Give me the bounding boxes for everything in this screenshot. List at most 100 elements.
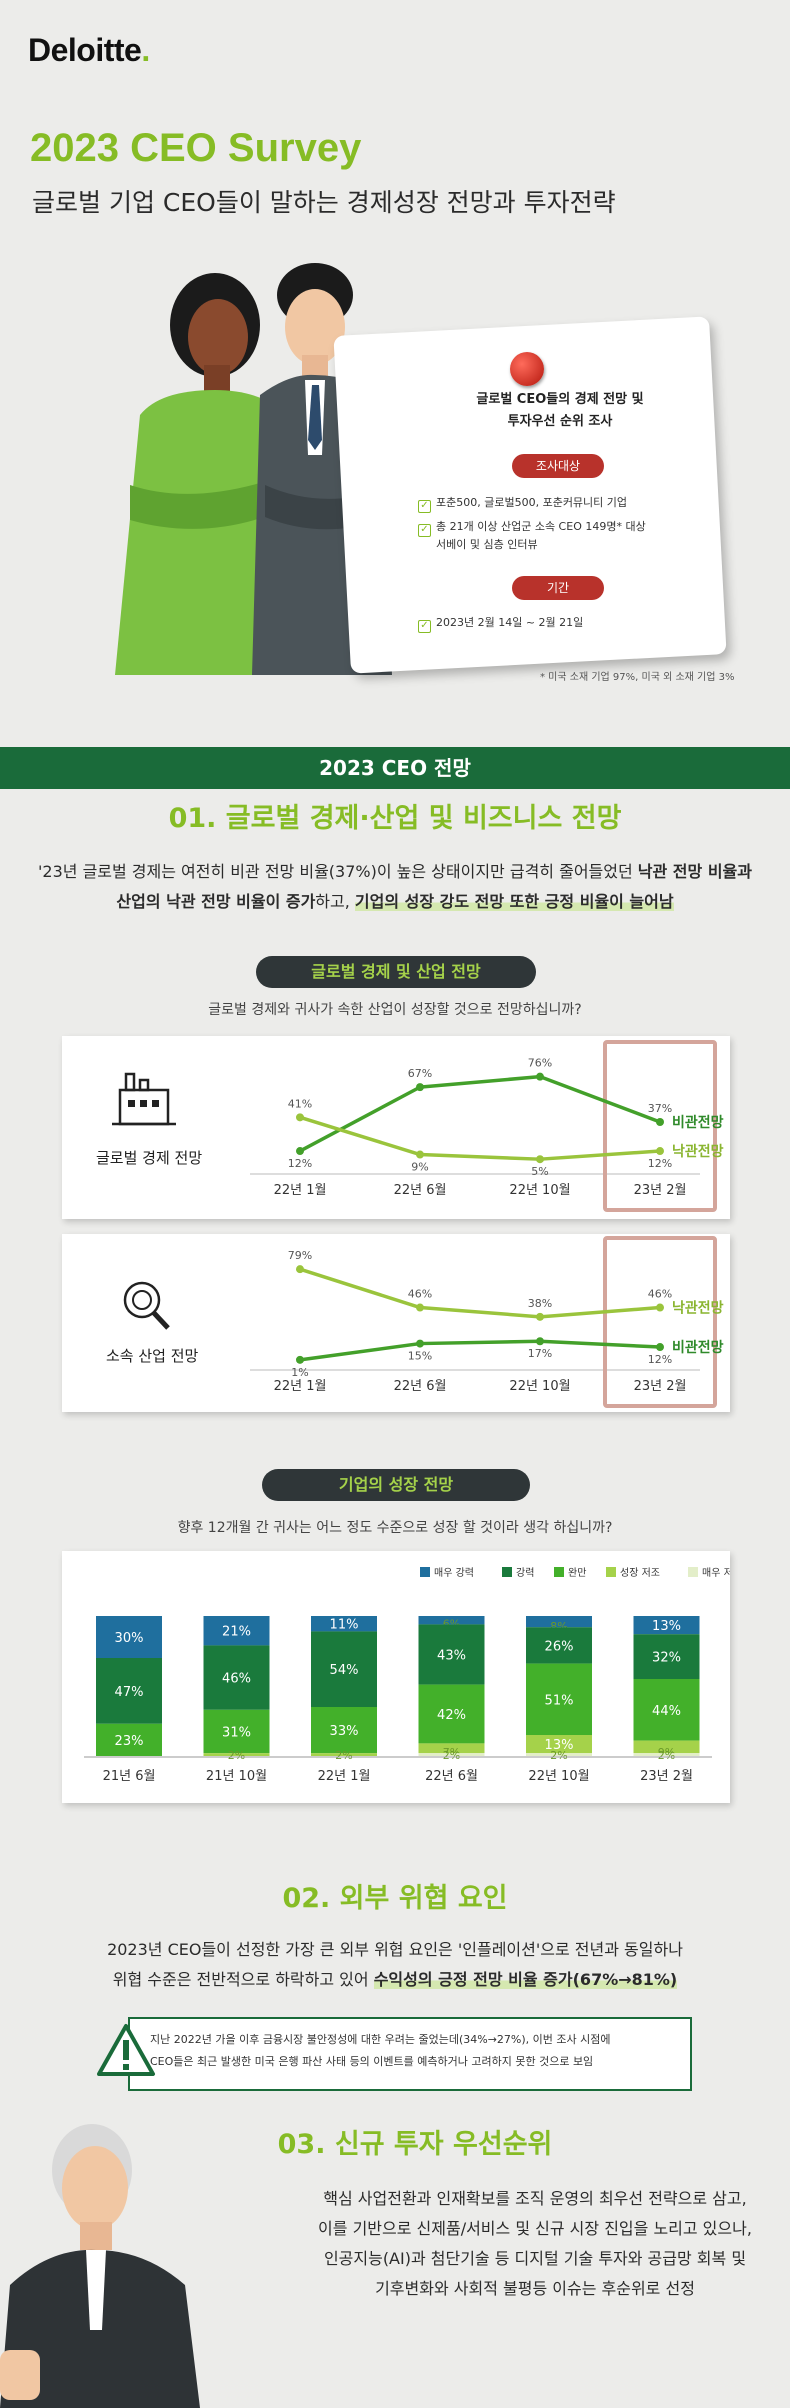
bar-segment [526, 1627, 592, 1664]
section3-heading: 03. 신규 투자 우선순위 [277, 2129, 553, 2160]
bar-value-label: 13% [545, 1738, 574, 1753]
data-label: 41% [288, 1097, 312, 1110]
page-title: 2023 CEO Survey [30, 126, 362, 170]
section1-paragraph-line2: 산업의 낙관 전망 비율이 증가하고, 기업의 성장 강도 전망 또한 긍정 비… [116, 892, 674, 911]
data-point [296, 1355, 304, 1364]
growth-question: 향후 12개월 간 귀사는 어느 정도 수준으로 성장 할 것이라 생각 하십니… [177, 1520, 613, 1536]
data-label: 15% [408, 1350, 432, 1363]
bar-value-label: 31% [222, 1726, 251, 1741]
data-point [656, 1147, 664, 1156]
bar-segment [203, 1753, 270, 1756]
section3-line: 기후변화와 사회적 불평등 이슈는 후순위로 선정 [375, 2279, 695, 2298]
bar-segment [96, 1723, 162, 1756]
section2-heading: 02. 외부 위협 요인 [282, 1883, 508, 1914]
x-tick-label: 22년 6월 [394, 1183, 447, 1198]
bar-segment [418, 1684, 485, 1744]
x-tick-label: 22년 1월 [274, 1379, 327, 1394]
section3-line: 이를 기반으로 신제품/서비스 및 신규 시장 진입을 노리고 있으나, [318, 2219, 752, 2238]
bar-segment [418, 1624, 485, 1685]
data-label: 9% [411, 1161, 428, 1174]
check-icon: ✓ [418, 500, 431, 513]
legend-label: 매우 강력 [434, 1567, 474, 1579]
deloitte-logo: Deloitte. [28, 32, 150, 68]
x-tick-label: 21년 6월 [103, 1769, 156, 1784]
bar-segment [633, 1634, 700, 1679]
target-label: 조사대상 [512, 454, 604, 478]
data-point [416, 1303, 424, 1312]
data-point [536, 1312, 544, 1321]
bar-value-label: 43% [437, 1649, 466, 1664]
section-banner: 2023 CEO 전망 [0, 747, 790, 789]
bar-value-label: 26% [545, 1639, 574, 1654]
section2-paragraph-line2: 위협 수준은 전반적으로 하락하고 있어 수익성의 긍정 전망 비율 증가(67… [112, 1970, 678, 1989]
data-label: 67% [408, 1067, 432, 1080]
warning-icon [97, 2024, 155, 2076]
series-line-1 [299, 1267, 661, 1319]
data-label: 79% [288, 1249, 312, 1262]
legend-swatch [554, 1567, 564, 1577]
x-tick-label: 22년 10월 [509, 1379, 570, 1394]
target-item: 서베이 및 심층 인터뷰 [436, 538, 538, 551]
target-item: ✓ 총 21개 이상 산업군 소속 CEO 149명* 대상 [418, 518, 646, 537]
data-point [656, 1117, 664, 1126]
check-icon: ✓ [418, 620, 431, 633]
data-label: 5% [531, 1165, 548, 1178]
legend-swatch [502, 1567, 512, 1577]
industry-panel [62, 1234, 730, 1412]
bar-segment [418, 1616, 485, 1625]
bar-value-label: 13% [652, 1619, 681, 1634]
bar-value-label: 23% [115, 1734, 144, 1749]
global-economy-panel [62, 1036, 730, 1219]
series-line-2 [299, 1115, 661, 1161]
bar-segment [311, 1753, 377, 1756]
growth-panel [62, 1551, 730, 1803]
legend-label: 성장 저조 [620, 1567, 660, 1579]
bar-value-label: 30% [115, 1631, 144, 1646]
card-title-1: 글로벌 CEO들의 경제 전망 및 [476, 392, 644, 407]
bar-segment [633, 1740, 700, 1754]
highlight-frame [603, 1040, 717, 1212]
economy-question: 글로벌 경제와 귀사가 속한 산업이 성장할 것으로 전망하십니까? [208, 1002, 582, 1018]
bar-segment [526, 1616, 592, 1628]
card-title-2: 투자우선 순위 조사 [507, 414, 613, 429]
bar-value-label: 47% [115, 1685, 144, 1700]
x-tick-label: 22년 10월 [528, 1769, 589, 1784]
series-line-1 [299, 1074, 661, 1153]
data-label: 38% [528, 1297, 552, 1310]
x-tick-label: 23년 2월 [634, 1379, 687, 1394]
data-label: 17% [528, 1347, 552, 1360]
legend-label: 강력 [516, 1567, 534, 1579]
bar-value-label: 54% [330, 1663, 359, 1678]
bar-value-label: 42% [437, 1708, 466, 1723]
legend-swatch [688, 1567, 698, 1577]
data-label: 76% [528, 1057, 552, 1070]
series-name-label: 비관전망 [672, 1114, 724, 1131]
x-tick-label: 23년 2월 [640, 1769, 693, 1784]
series-name-label: 비관전망 [672, 1339, 724, 1356]
bar-segment [203, 1709, 270, 1754]
data-label: 12% [648, 1353, 672, 1366]
section1-heading: 01. 글로벌 경제·산업 및 비즈니스 전망 [168, 803, 622, 834]
target-item: ✓ 포춘500, 글로벌500, 포춘커뮤니티 기업 [418, 494, 627, 513]
bar-segment [526, 1735, 592, 1754]
bar-value-label: 2% [550, 1749, 567, 1762]
data-point [416, 1083, 424, 1092]
section1-paragraph-line1: '23년 글로벌 경제는 여전히 비관 전망 비율(37%)이 높은 상태이지만… [38, 862, 752, 881]
x-tick-label: 22년 10월 [509, 1183, 570, 1198]
magnifier-coin-icon [123, 1281, 170, 1330]
x-tick-label: 22년 1월 [318, 1769, 371, 1784]
x-tick-label: 23년 2월 [634, 1183, 687, 1198]
warning-text-1: 지난 2022년 가을 이후 금융시장 불안정성에 대한 우려는 줄었는데(34… [150, 2033, 611, 2046]
check-icon: ✓ [418, 524, 431, 537]
section2-paragraph-line1: 2023년 CEO들이 선정한 가장 큰 외부 위협 요인은 '인플레이션'으로… [107, 1940, 683, 1959]
series-name-label: 낙관전망 [672, 1300, 724, 1317]
bar-value-label: 2% [443, 1749, 460, 1762]
data-point [656, 1303, 664, 1312]
bar-segment [418, 1753, 485, 1756]
series-line-2 [299, 1339, 661, 1362]
data-point [296, 1265, 304, 1274]
data-point [416, 1150, 424, 1159]
x-tick-label: 22년 6월 [425, 1769, 478, 1784]
legend-swatch [606, 1567, 616, 1577]
